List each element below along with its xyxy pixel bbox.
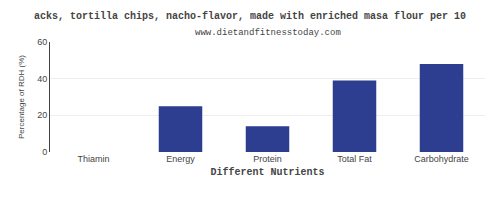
svg-text:acks, tortilla chips, nacho-fl: acks, tortilla chips, nacho-flavor, made… — [34, 11, 466, 22]
svg-text:Carbohydrate: Carbohydrate — [414, 154, 469, 164]
svg-text:60: 60 — [37, 37, 47, 47]
svg-text:Different Nutrients: Different Nutrients — [210, 167, 324, 178]
svg-text:Thiamin: Thiamin — [77, 154, 109, 164]
svg-text:40: 40 — [37, 74, 47, 84]
svg-text:www.dietandfitnesstoday.com: www.dietandfitnesstoday.com — [195, 28, 341, 38]
svg-text:Total Fat: Total Fat — [337, 154, 372, 164]
svg-text:0: 0 — [42, 147, 47, 157]
svg-text:Percentage of RDH (%): Percentage of RDH (%) — [17, 55, 26, 139]
svg-text:Protein: Protein — [253, 154, 282, 164]
svg-text:Energy: Energy — [166, 154, 195, 164]
svg-text:20: 20 — [37, 110, 47, 120]
